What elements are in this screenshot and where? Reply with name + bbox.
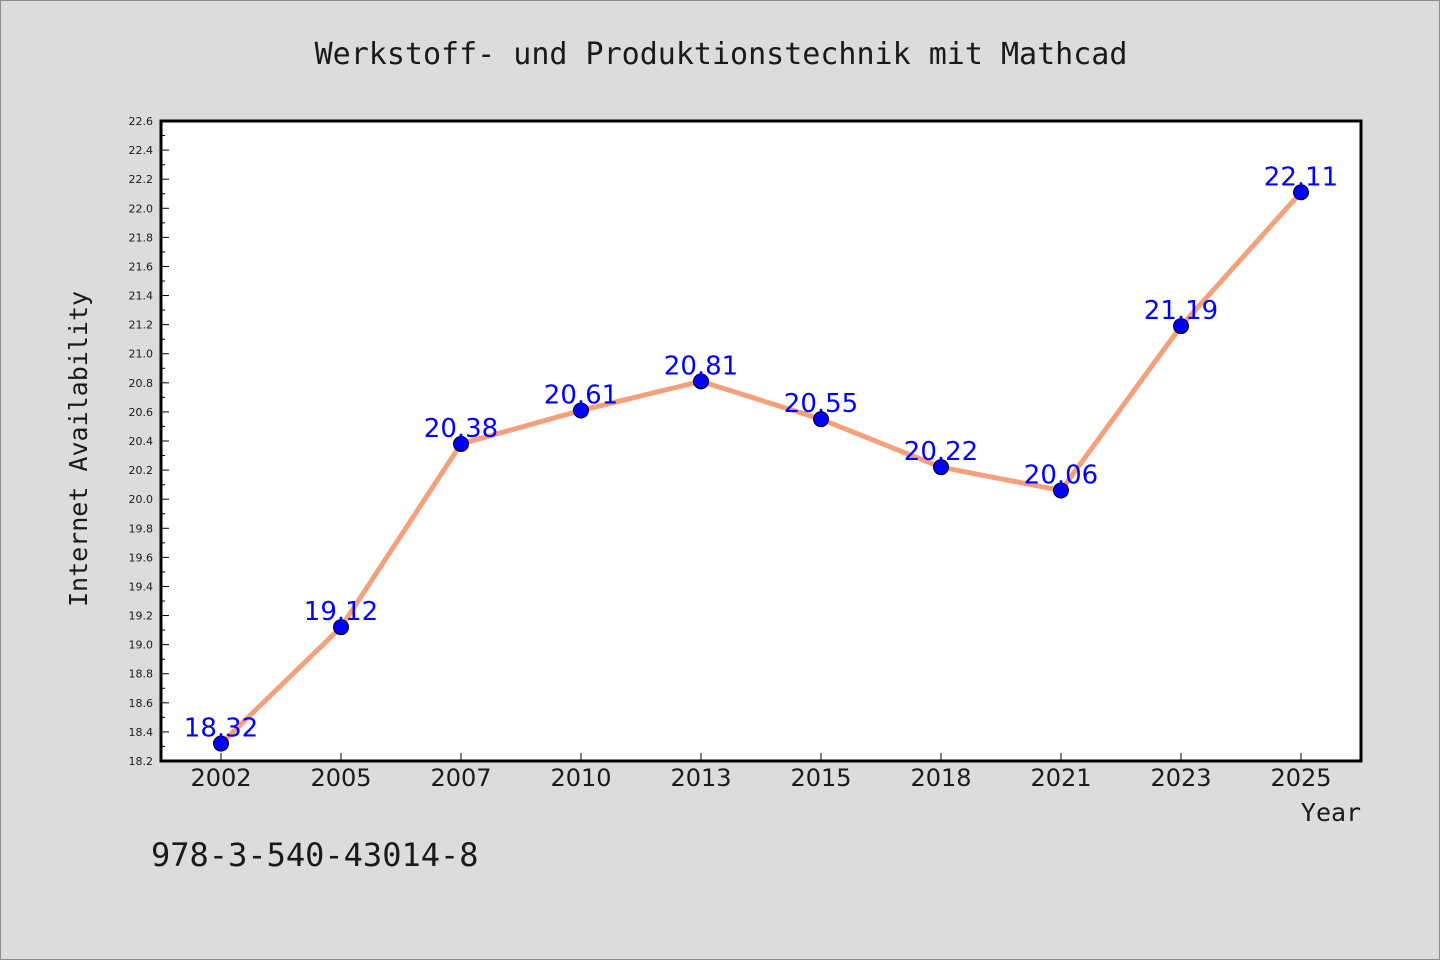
y-tick-label: 22.6: [129, 115, 154, 128]
data-label: 20.38: [424, 414, 498, 444]
series-line: [218, 189, 1304, 747]
data-label: 22.11: [1264, 162, 1338, 192]
y-tick-label: 21.0: [129, 348, 154, 361]
y-tick-label: 18.8: [129, 668, 154, 681]
data-label: 20.06: [1024, 460, 1098, 490]
y-tick-label: 19.8: [129, 522, 154, 535]
y-tick-label: 21.8: [129, 231, 154, 244]
y-tick-label: 20.8: [129, 377, 154, 390]
data-point: [1053, 482, 1069, 499]
x-tick-label: 2025: [1270, 764, 1331, 792]
x-tick-label: 2015: [790, 764, 851, 792]
data-point: [213, 735, 229, 752]
series-layer: [213, 184, 1309, 752]
data-label: 21.19: [1144, 296, 1218, 326]
data-point: [933, 459, 949, 476]
data-label: 20.61: [544, 380, 618, 410]
y-tick-label: 19.4: [129, 580, 154, 593]
x-tick-label: 2010: [550, 764, 611, 792]
y-tick-label: 22.2: [129, 173, 154, 186]
data-point: [333, 619, 349, 636]
x-axis: 2002 2005 2007 2010 2013 2015 2018 2021 2023 2025: [190, 753, 1332, 792]
x-tick-label: 2007: [430, 764, 491, 792]
y-tick-label: 18.2: [129, 755, 154, 768]
y-tick-label: 18.6: [129, 697, 154, 710]
y-tick-label: 19.2: [129, 610, 154, 623]
y-tick-label: 22.4: [129, 144, 154, 157]
y-tick-label: 19.6: [129, 551, 154, 564]
data-label: 19.12: [304, 597, 378, 627]
y-tick-label: 18.4: [129, 726, 154, 739]
plot-area: [159, 119, 1363, 763]
y-tick-label: 20.6: [129, 406, 154, 419]
isbn-footnote: 978-3-540-43014-8: [151, 836, 479, 874]
y-tick-label: 20.4: [129, 435, 154, 448]
x-axis-label: Year: [1301, 798, 1361, 827]
data-label: 20.22: [904, 437, 978, 467]
data-label: 18.32: [184, 714, 258, 744]
y-tick-label: 20.0: [129, 493, 154, 506]
y-axis: 18.2 18.4 18.6 18.8 19.0 19.2 19.4 19.6 19.8 20.0…: [129, 115, 169, 768]
data-label: 20.81: [664, 351, 738, 381]
data-point: [1173, 318, 1189, 335]
y-axis-label: Internet Availability: [64, 291, 93, 607]
data-point: [693, 373, 709, 390]
data-point: [813, 411, 829, 428]
y-tick-label: 22.0: [129, 202, 154, 215]
x-tick-label: 2013: [670, 764, 731, 792]
data-point: [573, 402, 589, 419]
data-label: 20.55: [784, 389, 858, 419]
y-tick-label: 20.2: [129, 464, 154, 477]
y-tick-label: 21.2: [129, 319, 154, 332]
x-tick-label: 2018: [910, 764, 971, 792]
chart-title: Werkstoff- und Produktionstechnik mit Ma…: [315, 37, 1128, 72]
data-labels: 18.32 19.12 20.38 20.61 20.81 20.55 20.22 20.06…: [184, 162, 1338, 743]
data-point: [453, 435, 469, 452]
x-tick-label: 2023: [1150, 764, 1211, 792]
y-tick-label: 21.4: [129, 290, 154, 303]
x-tick-label: 2005: [310, 764, 371, 792]
x-tick-label: 2002: [190, 764, 251, 792]
x-tick-label: 2021: [1030, 764, 1091, 792]
y-tick-label: 21.6: [129, 260, 154, 273]
y-tick-label: 19.0: [129, 639, 154, 652]
data-point: [1293, 184, 1309, 201]
